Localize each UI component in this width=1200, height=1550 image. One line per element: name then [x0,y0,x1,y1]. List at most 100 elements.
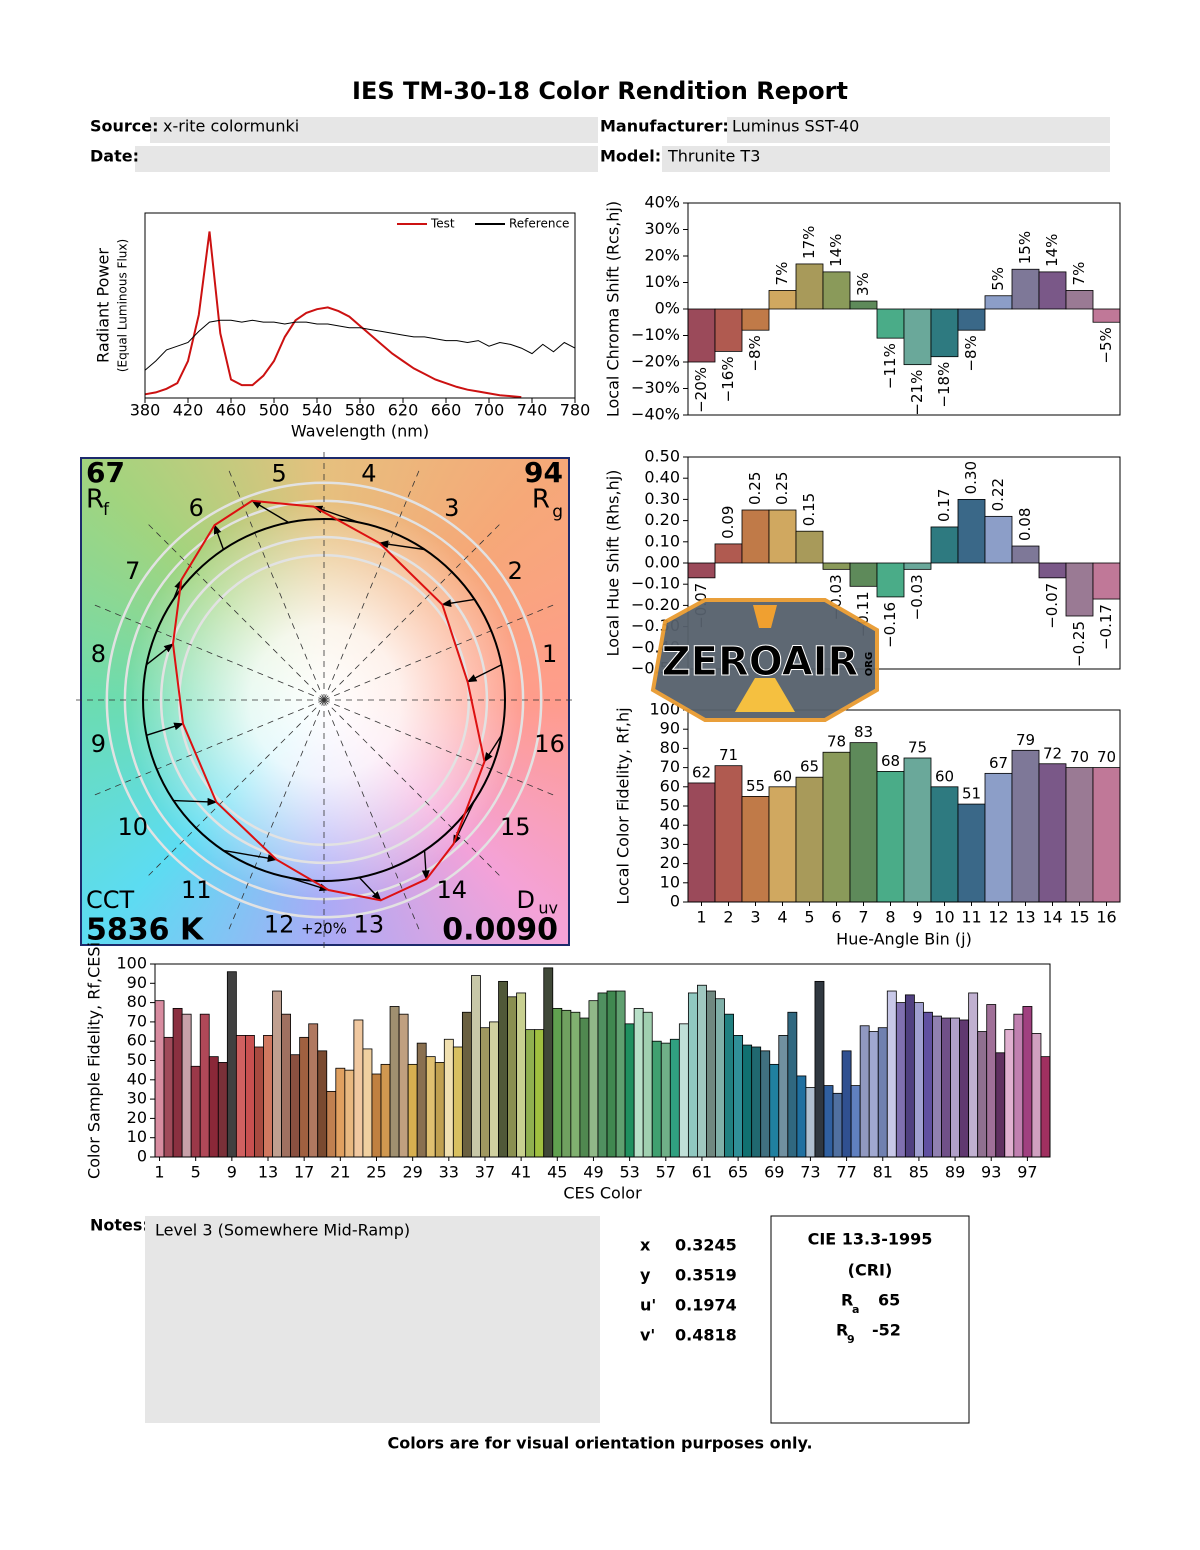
rf-sub: f [103,500,110,520]
bar [507,996,518,1158]
bar [235,1035,246,1158]
value-label: 0.25 [773,472,791,505]
bar [299,1036,310,1158]
value-label: 79 [1016,731,1035,749]
bar [362,1048,373,1158]
bar [217,1062,228,1158]
cri-box [770,1215,970,1424]
y-tick-label: −20% [631,352,680,371]
shift-arrow [288,876,330,892]
x-tick-label: 7 [858,908,868,927]
y-tick-label: 0% [655,299,680,318]
x-tick-label: 77 [836,1163,856,1182]
ring [105,481,543,919]
bar [407,1063,418,1158]
value-label: −0.17 [1097,604,1115,650]
bar [1022,1006,1033,1158]
bar [903,308,932,366]
value-label: −0.07 [1043,583,1061,629]
bar [724,1013,734,1158]
bar [163,1036,174,1158]
y-axis-label: Local Color Fidelity, Rf,hj [614,707,633,904]
bar [795,776,824,903]
bar [615,990,626,1158]
bar [984,295,1013,310]
bar [805,1087,816,1158]
bar [344,1069,355,1158]
chromaticity-label: v' [640,1326,655,1345]
x-tick-label: 33 [439,1163,459,1182]
bin-label: 14 [437,876,468,904]
notes-label: Notes: [90,1216,149,1235]
ring-label: +20% [301,920,347,938]
bar [371,1073,382,1158]
duv-sub: uv [538,899,558,918]
bar [281,1013,292,1158]
watermark-text: ZEROAIR [662,639,859,685]
x-tick-label: 10 [934,908,954,927]
bar [768,290,797,310]
y-tick-label: 60 [660,776,680,795]
x-tick-label: 660 [431,401,462,420]
rf-value: 67 [86,456,125,489]
value-label: 60 [935,767,954,785]
bar [633,1007,644,1158]
x-tick-label: 14 [1042,908,1062,927]
x-tick-label: 85 [909,1163,929,1182]
bar [741,796,770,903]
bar [1038,562,1067,579]
value-label: 55 [746,777,765,795]
x-tick-label: 73 [800,1163,820,1182]
y-tick-label: 80 [660,738,680,757]
bar [480,1027,490,1158]
chromaticity-value: 0.3245 [675,1236,737,1255]
bar [642,1011,653,1158]
bin-label: 5 [271,459,286,487]
field-value: Thrunite T3 [667,147,760,166]
bar [1065,290,1094,310]
bar [687,308,716,363]
bar [876,308,905,339]
shift-arrow [312,505,360,524]
value-label: 72 [1043,744,1062,762]
bar [1011,545,1040,564]
value-label: 15% [1016,231,1034,264]
field-label: Date: [90,147,139,166]
bar [714,765,743,903]
y-axis-label: Color Sample Fidelity, Rf,CESi [85,942,104,1179]
bar [930,308,959,358]
y-tick-label: 20% [644,246,680,265]
bar [913,1002,924,1158]
bar [687,562,716,579]
value-label: 65 [800,758,819,776]
value-label: 78 [827,733,846,751]
bar [923,1011,933,1158]
bar [941,1017,951,1158]
y-tick-label: 60 [127,1031,147,1050]
bar [1011,268,1040,310]
x-tick-label: 3 [750,908,760,927]
bin-boundary [323,699,502,878]
bar [190,1065,201,1158]
bar [597,992,608,1158]
bar [903,757,932,903]
bar [714,543,743,564]
shift-arrow [466,664,502,683]
rg-label: R [532,485,550,515]
bar [715,998,725,1158]
y-tick-label: −10% [631,325,680,344]
chromaticity-value: 0.4818 [675,1326,737,1345]
bar [895,1002,906,1158]
y-axis-label: Local Chroma Shift (Rcs,hj) [604,201,623,417]
bar [822,751,851,903]
bar [254,1046,264,1158]
x-tick-label: 57 [656,1163,676,1182]
x-tick-label: 11 [961,908,981,927]
value-label: 67 [989,754,1008,772]
bin-label: 12 [264,911,295,939]
value-label: 71 [719,746,738,764]
reference-circle [142,518,506,882]
r9-value: -52 [872,1321,901,1340]
bin-boundary [323,699,421,932]
